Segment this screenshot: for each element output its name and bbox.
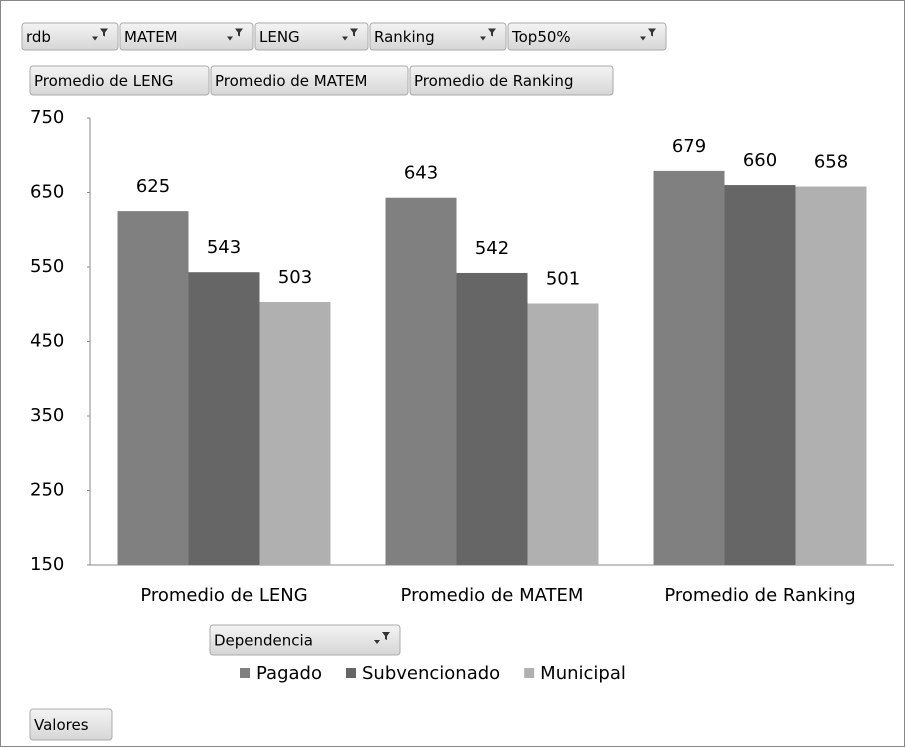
bar [259, 302, 331, 565]
data-label: 503 [278, 267, 312, 288]
filter-button[interactable]: rdb [21, 22, 119, 51]
filter-button-bg [369, 22, 507, 51]
dropdown-icon [342, 28, 358, 41]
legend-swatch [345, 668, 356, 678]
filter-button[interactable]: LENG [254, 22, 369, 51]
value-field-button[interactable]: Promedio de LENG [29, 65, 210, 96]
filter-button-bg [507, 22, 667, 51]
legend-field-button-bg [209, 624, 401, 656]
dropdown-icon [640, 28, 656, 41]
bar [653, 170, 725, 565]
data-label: 625 [136, 176, 170, 197]
dropdown-icon [374, 632, 390, 644]
y-tick-label: 450 [30, 331, 64, 352]
filter-button-label: Ranking [374, 28, 435, 46]
filter-button-label: Top50% [511, 28, 571, 46]
legend-label: Subvencionado [362, 663, 500, 684]
y-tick-label: 650 [30, 182, 64, 203]
filter-button[interactable]: Top50% [507, 22, 667, 51]
data-label: 542 [475, 238, 509, 259]
dropdown-icon [227, 28, 243, 41]
dropdown-icon [92, 28, 108, 41]
bar [188, 272, 260, 565]
bar [456, 272, 528, 565]
value-field-button-label: Promedio de LENG [34, 72, 173, 90]
bar [724, 185, 796, 566]
y-tick-label: 250 [30, 480, 64, 501]
data-label: 643 [404, 163, 438, 184]
legend-field-button[interactable]: Dependencia [209, 624, 401, 656]
y-tick-label: 550 [30, 256, 64, 277]
legend-swatch [240, 668, 250, 678]
legend-field-button-label: Dependencia [214, 632, 313, 650]
bar [117, 211, 189, 565]
filter-button-bg [254, 22, 369, 51]
values-button[interactable]: Valores [29, 708, 113, 741]
x-tick-label: Promedio de LENG [140, 585, 307, 606]
bar [385, 197, 457, 565]
legend-swatch [524, 668, 535, 678]
value-field-button-bg [210, 65, 409, 96]
value-field-button[interactable]: Promedio de MATEM [210, 65, 409, 96]
data-label: 660 [743, 150, 777, 171]
filter-button-label: rdb [26, 28, 51, 46]
bar [527, 303, 599, 565]
y-tick-label: 350 [30, 405, 64, 426]
values-button-label: Valores [34, 716, 89, 734]
y-tick-label: 750 [30, 107, 64, 128]
filter-button[interactable]: Ranking [369, 22, 507, 51]
y-tick-label: 150 [30, 554, 64, 575]
value-field-button-bg [409, 65, 614, 96]
value-field-button-bg [29, 65, 210, 96]
filter-button-bg [119, 22, 254, 51]
x-tick-label: Promedio de Ranking [664, 585, 855, 606]
value-field-button-label: Promedio de Ranking [414, 72, 573, 90]
data-label: 658 [814, 152, 848, 173]
legend-label: Municipal [540, 663, 626, 684]
value-field-button-label: Promedio de MATEM [215, 72, 367, 90]
legend-label: Pagado [256, 663, 322, 684]
filter-button-bg [21, 22, 119, 51]
filter-button-label: LENG [259, 28, 300, 46]
dropdown-icon [480, 28, 496, 41]
data-label: 501 [546, 269, 580, 290]
bar [795, 186, 867, 566]
data-label: 679 [672, 136, 706, 157]
x-tick-label: Promedio de MATEM [401, 585, 584, 606]
filter-button-label: MATEM [124, 28, 178, 46]
values-button-bg [29, 708, 113, 741]
value-field-button[interactable]: Promedio de Ranking [409, 65, 614, 96]
filter-button[interactable]: MATEM [119, 22, 254, 51]
data-label: 543 [207, 237, 241, 258]
